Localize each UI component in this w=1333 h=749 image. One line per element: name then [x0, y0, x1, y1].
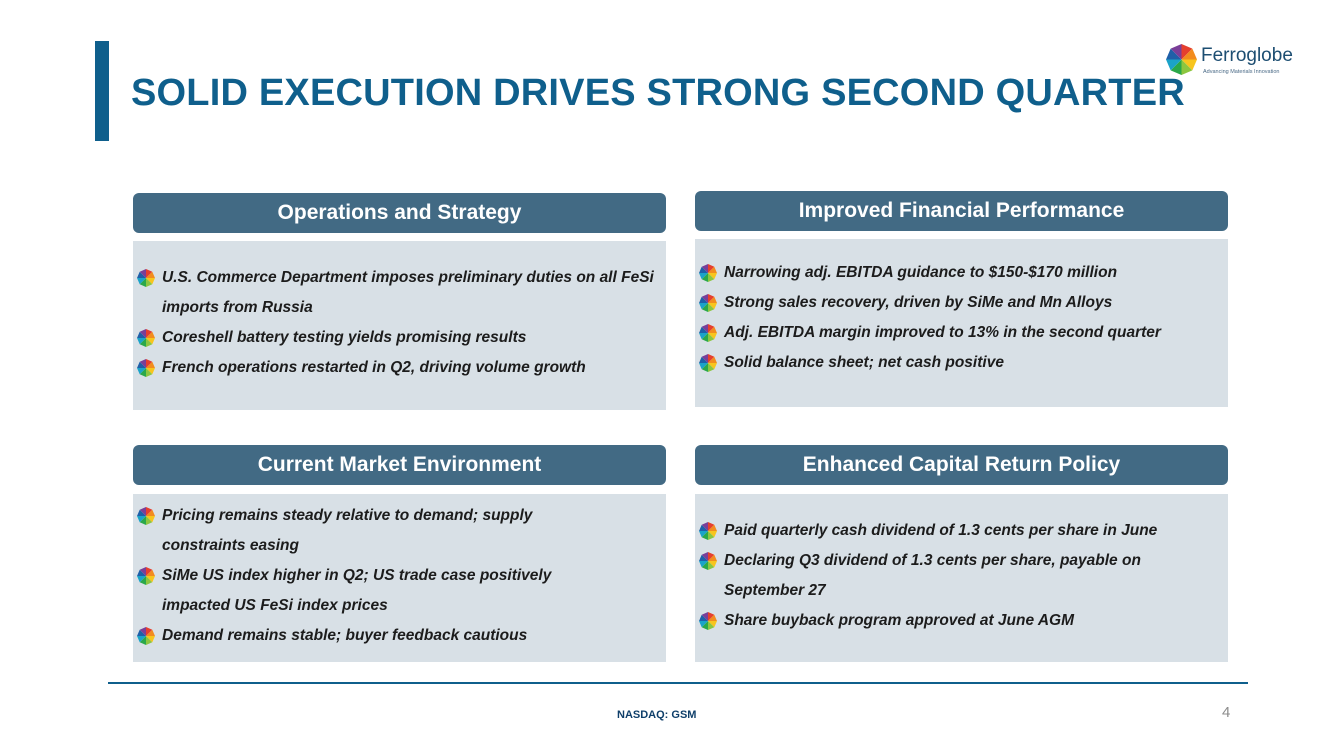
ferroglobe-bullet-icon [699, 522, 717, 540]
ferroglobe-logo-icon [1166, 44, 1197, 75]
list-item: Paid quarterly cash dividend of 1.3 cent… [695, 516, 1203, 546]
panel-market: Current Market Environment Pricing remai… [133, 445, 666, 662]
ferroglobe-bullet-icon [137, 567, 155, 585]
list-item: Narrowing adj. EBITDA guidance to $150-$… [695, 258, 1228, 288]
footer-ticker: NASDAQ: GSM [617, 709, 697, 721]
list-item: Declaring Q3 dividend of 1.3 cents per s… [695, 546, 1203, 606]
logo-name: Ferroglobe [1201, 45, 1293, 66]
list-item: SiMe US index higher in Q2; US trade cas… [133, 561, 576, 621]
panel-header-financial: Improved Financial Performance [695, 191, 1228, 231]
panel-header-operations: Operations and Strategy [133, 193, 666, 233]
page-number: 4 [1222, 704, 1231, 721]
logo-tagline: Advancing Materials Innovation [1203, 69, 1280, 75]
footer-divider [108, 682, 1248, 684]
list-item: U.S. Commerce Department imposes prelimi… [133, 263, 666, 323]
list-item: Share buyback program approved at June A… [695, 606, 1203, 636]
panel-body-market: Pricing remains steady relative to deman… [133, 494, 666, 662]
panel-body-operations: U.S. Commerce Department imposes prelimi… [133, 241, 666, 410]
ferroglobe-bullet-icon [137, 359, 155, 377]
ferroglobe-bullet-icon [699, 294, 717, 312]
list-item: Adj. EBITDA margin improved to 13% in th… [695, 318, 1228, 348]
panel-header-capital: Enhanced Capital Return Policy [695, 445, 1228, 485]
ferroglobe-bullet-icon [137, 507, 155, 525]
list-item: French operations restarted in Q2, drivi… [133, 353, 666, 383]
ferroglobe-bullet-icon [699, 324, 717, 342]
ferroglobe-bullet-icon [137, 329, 155, 347]
list-item: Pricing remains steady relative to deman… [133, 501, 576, 561]
panel-body-capital: Paid quarterly cash dividend of 1.3 cent… [695, 494, 1228, 662]
page-title: SOLID EXECUTION DRIVES STRONG SECOND QUA… [131, 72, 1185, 114]
title-accent-bar [95, 41, 109, 141]
panel-operations: Operations and Strategy U.S. Commerce De… [133, 193, 666, 410]
company-logo: Ferroglobe Advancing Materials Innovatio… [1166, 44, 1306, 78]
ferroglobe-bullet-icon [699, 612, 717, 630]
panel-header-market: Current Market Environment [133, 445, 666, 485]
panel-capital: Enhanced Capital Return Policy Paid quar… [695, 445, 1228, 662]
ferroglobe-bullet-icon [137, 627, 155, 645]
ferroglobe-bullet-icon [699, 552, 717, 570]
list-item: Coreshell battery testing yields promisi… [133, 323, 666, 353]
ferroglobe-bullet-icon [699, 354, 717, 372]
list-item: Strong sales recovery, driven by SiMe an… [695, 288, 1228, 318]
panel-financial: Improved Financial Performance Narrowing… [695, 191, 1228, 407]
list-item: Demand remains stable; buyer feedback ca… [133, 621, 576, 651]
list-item: Solid balance sheet; net cash positive [695, 348, 1228, 378]
ferroglobe-bullet-icon [137, 269, 155, 287]
ferroglobe-bullet-icon [699, 264, 717, 282]
panel-body-financial: Narrowing adj. EBITDA guidance to $150-$… [695, 239, 1228, 407]
